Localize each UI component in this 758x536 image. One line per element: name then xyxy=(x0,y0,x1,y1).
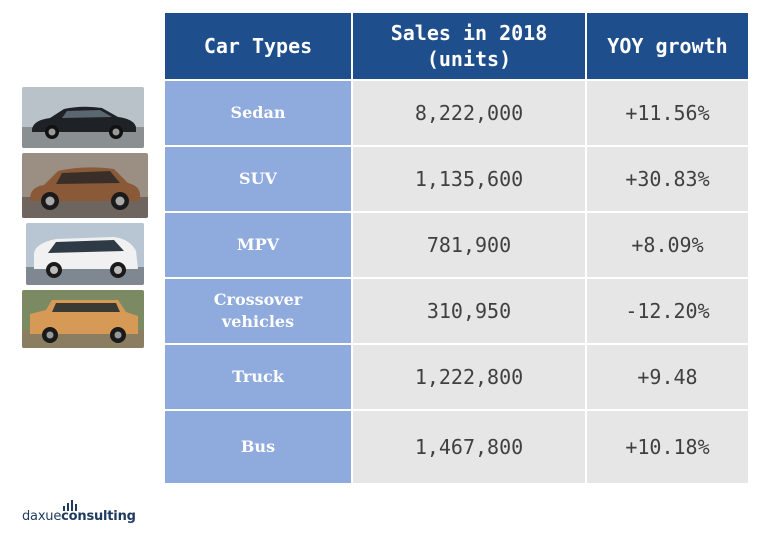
logo-text-daxue: daxue xyxy=(22,509,62,524)
sedan-car-photo xyxy=(22,87,144,148)
suv-car-photo xyxy=(22,153,148,218)
table-row: Bus 1,467,800 +10.18% xyxy=(163,409,750,485)
growth-cell: +8.09% xyxy=(585,211,750,279)
header-car-types: Car Types xyxy=(163,11,353,81)
bar-chart-icon xyxy=(63,500,77,511)
table-row: MPV 781,900 +8.09% xyxy=(163,211,750,279)
growth-cell: +10.18% xyxy=(585,409,750,485)
sales-cell: 1,222,800 xyxy=(351,343,587,411)
car-type-cell: Crossover vehicles xyxy=(163,277,353,345)
car-type-cell: Truck xyxy=(163,343,353,411)
logo-text-consulting: consulting xyxy=(61,509,136,524)
growth-cell: +9.48 xyxy=(585,343,750,411)
growth-cell: +30.83% xyxy=(585,145,750,213)
sales-cell: 8,222,000 xyxy=(351,79,587,147)
crossover-car-photo xyxy=(22,290,144,348)
mpv-car-photo xyxy=(26,223,144,285)
car-type-cell: SUV xyxy=(163,145,353,213)
table-row: Crossover vehicles 310,950 -12.20% xyxy=(163,277,750,345)
growth-cell: -12.20% xyxy=(585,277,750,345)
car-type-cell: MPV xyxy=(163,211,353,279)
header-yoy-growth: YOY growth xyxy=(585,11,750,81)
car-type-cell: Sedan xyxy=(163,79,353,147)
sales-cell: 1,467,800 xyxy=(351,409,587,485)
car-type-cell: Bus xyxy=(163,409,353,485)
table-row: Sedan 8,222,000 +11.56% xyxy=(163,79,750,147)
sales-cell: 781,900 xyxy=(351,211,587,279)
sales-cell: 310,950 xyxy=(351,277,587,345)
table-row: Truck 1,222,800 +9.48 xyxy=(163,343,750,411)
growth-cell: +11.56% xyxy=(585,79,750,147)
car-sales-table: Car Types Sales in 2018 (units) YOY grow… xyxy=(163,11,750,485)
table-row: SUV 1,135,600 +30.83% xyxy=(163,145,750,213)
table-header-row: Car Types Sales in 2018 (units) YOY grow… xyxy=(163,11,750,81)
header-sales-2018: Sales in 2018 (units) xyxy=(351,11,587,81)
sales-cell: 1,135,600 xyxy=(351,145,587,213)
